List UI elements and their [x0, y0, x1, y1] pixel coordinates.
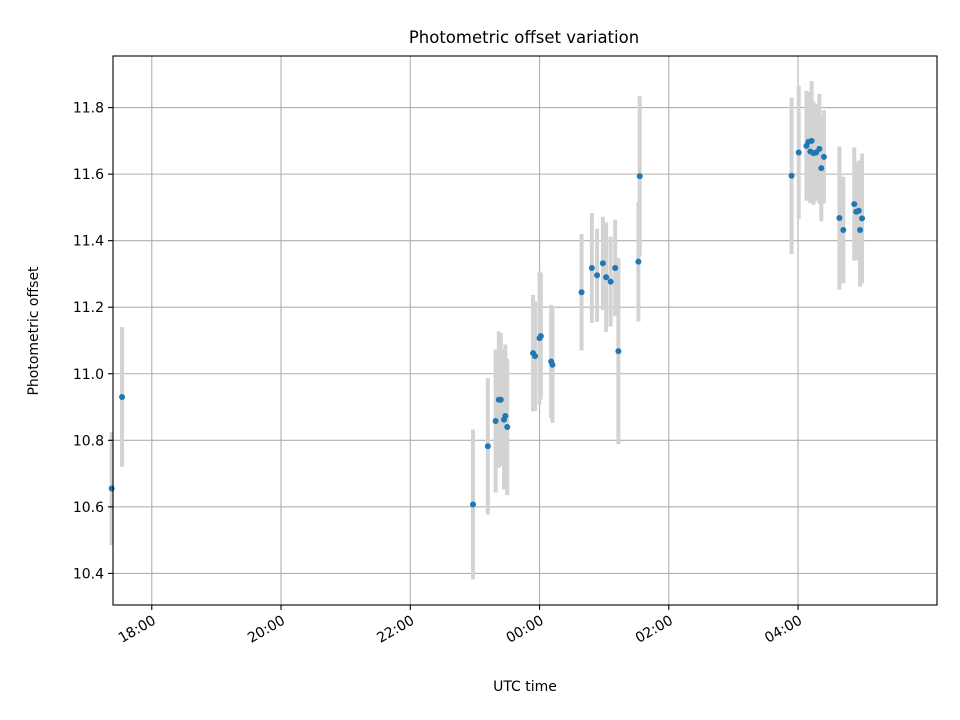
data-point: [808, 137, 815, 144]
data-point: [636, 173, 643, 180]
data-point: [795, 149, 802, 156]
data-point: [816, 145, 823, 152]
data-point: [603, 274, 610, 281]
grid: [113, 56, 937, 605]
y-axis-label: Photometric offset: [26, 266, 42, 396]
data-point: [588, 264, 595, 271]
data-point: [612, 264, 619, 271]
data-point: [607, 278, 614, 285]
plot-area-frame: [112, 55, 938, 606]
y-tick-label: 10.6: [73, 500, 104, 516]
data-point: [615, 348, 622, 355]
data-point: [484, 443, 491, 450]
data-point: [859, 215, 866, 222]
data-point: [492, 418, 499, 425]
data-point: [504, 423, 511, 430]
data-point: [532, 353, 539, 360]
data-point: [855, 207, 862, 214]
data-point: [594, 272, 601, 279]
data-point: [469, 501, 476, 508]
data-point: [857, 227, 864, 234]
data-point: [497, 396, 504, 403]
data-point: [549, 361, 556, 368]
y-tick-label: 10.4: [73, 566, 104, 582]
y-tick-label: 11.2: [73, 300, 104, 316]
data-point: [820, 153, 827, 160]
y-tick-label: 10.8: [73, 433, 104, 449]
data-point: [599, 260, 606, 267]
x-axis-label: UTC time: [493, 679, 557, 695]
data-point: [836, 215, 843, 222]
data-point: [788, 172, 795, 179]
data-point: [851, 201, 858, 208]
data-point: [635, 258, 642, 265]
chart-title: Photometric offset variation: [409, 28, 639, 47]
y-tick-label: 11.8: [73, 101, 104, 117]
data-point: [537, 333, 544, 340]
data-point: [818, 165, 825, 172]
data-points: [108, 137, 866, 508]
y-tick-label: 11.4: [73, 234, 104, 250]
data-point: [502, 413, 509, 420]
data-point: [578, 289, 585, 296]
data-point: [840, 227, 847, 234]
y-tick-label: 11.0: [73, 367, 104, 383]
data-point: [108, 485, 115, 492]
y-tick-label: 11.6: [73, 167, 104, 183]
data-point: [119, 394, 126, 401]
